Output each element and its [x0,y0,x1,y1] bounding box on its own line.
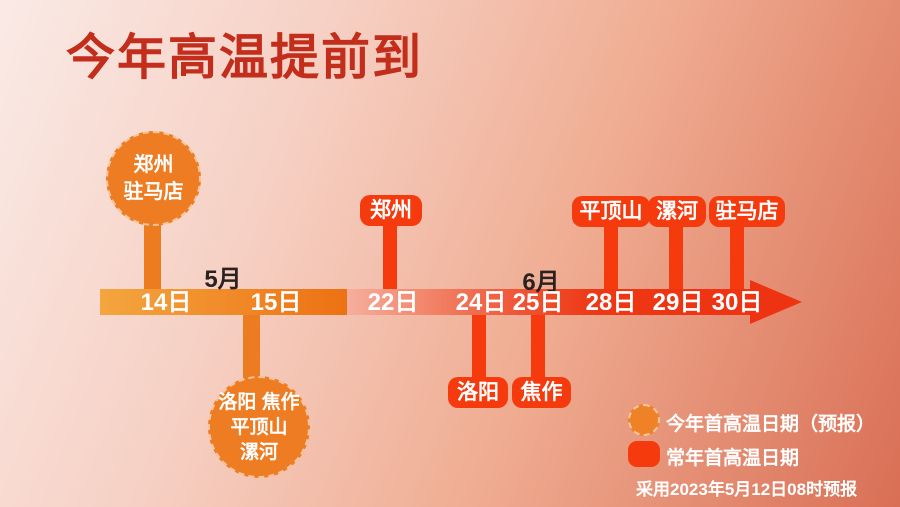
bubble-city: 郑州 [133,153,174,176]
page-title: 今年高温提前到 [66,31,424,85]
date-label-30: 30日 [711,289,763,316]
stem-up-zhengzhou [383,220,397,290]
source-note: 采用2023年5月12日08时预报 [636,480,858,499]
date-label-29: 29日 [652,289,704,316]
stem-up-zhumadian [730,220,744,290]
legend-normal-label: 常年首高温日期 [666,448,800,469]
city-tag-luoyang: 洛阳 [448,377,508,408]
city-tag-luohe: 漯河 [648,196,706,227]
date-label-22: 22日 [367,289,419,316]
month-label-may: 5月 [204,266,242,293]
date-label-25: 25日 [512,289,564,316]
timeline-arrow-head-icon [750,280,802,324]
city-tag-zhengzhou: 郑州 [360,195,422,226]
date-label-24: 24日 [455,289,507,316]
bubble-city: 平顶山 [230,416,288,438]
forecast-bubble-may14: 郑州 驻马店 [106,131,201,226]
forecast-bubble-may15: 洛阳 焦作 平顶山 漯河 [208,376,310,478]
city-tag-pingdingshan: 平顶山 [572,196,650,227]
date-label-28: 28日 [585,289,637,316]
timeline-bar-forecast-segment [100,289,347,315]
legend-forecast-marker-icon [628,404,660,436]
stem-up-luohe [669,220,683,290]
bubble-city: 驻马店 [123,180,184,203]
stem-down-may15 [243,314,260,378]
bubble-city: 漯河 [239,441,278,463]
stem-down-jiaozuo [531,314,545,380]
legend-normal-marker-icon [628,441,660,467]
bubble-city: 洛阳 焦作 [218,391,300,413]
month-label-june: 6月 [522,269,560,296]
date-label-14: 14日 [140,289,192,316]
stem-down-luoyang [472,314,486,380]
stem-up-pingdingshan [604,220,618,290]
timeline-bar-normal-segment [347,289,755,315]
legend-forecast-label: 今年首高温日期（预报） [666,414,876,435]
city-tag-zhumadian: 驻马店 [709,196,785,227]
date-label-15: 15日 [250,289,302,316]
stem-up-may14 [144,215,161,291]
city-tag-jiaozuo: 焦作 [512,377,571,408]
